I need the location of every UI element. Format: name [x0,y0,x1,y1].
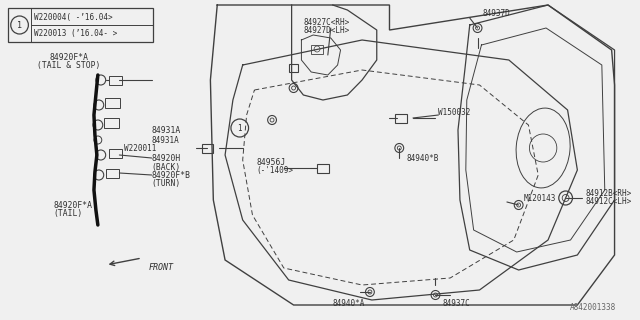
Text: 84912B<RH>: 84912B<RH> [585,188,632,197]
Text: W150032: W150032 [438,108,471,116]
Text: (BACK): (BACK) [152,163,181,172]
Text: 84920H: 84920H [152,154,181,163]
Bar [109,76,122,84]
Bar [289,64,298,72]
Bar [105,98,120,108]
Text: 84940*A: 84940*A [333,299,365,308]
Text: 1: 1 [17,20,22,29]
Text: 84920F*B: 84920F*B [152,171,191,180]
Bar [317,164,329,172]
Text: FRONT: FRONT [148,263,173,273]
Text: (TAIL & STOP): (TAIL & STOP) [37,60,100,69]
Text: 84931A: 84931A [152,135,179,145]
Bar [104,118,120,128]
Text: (TAIL): (TAIL) [54,209,83,218]
Bar [311,45,323,54]
Text: (-'1409>: (-'1409> [257,165,293,174]
Bar [8,8,153,42]
Text: W220011: W220011 [124,143,157,153]
Bar [109,148,122,157]
Text: 84920F*A: 84920F*A [54,201,93,210]
Text: 84927D<LH>: 84927D<LH> [303,26,349,35]
Text: 84912C<LH>: 84912C<LH> [585,196,632,205]
Text: 84927C<RH>: 84927C<RH> [303,18,349,27]
Text: W220004( -’16.04>: W220004( -’16.04> [35,12,113,21]
Text: 1: 1 [237,124,242,132]
Text: 84931A: 84931A [152,125,181,134]
Text: 84956J: 84956J [257,157,285,166]
Text: M120143: M120143 [524,194,556,203]
Bar [106,169,120,178]
Text: 84940*B: 84940*B [406,154,438,163]
Text: 84920F*A: 84920F*A [49,52,88,61]
Bar [202,143,213,153]
Text: W220013 (’16.04- >: W220013 (’16.04- > [35,28,118,37]
Text: A842001338: A842001338 [570,303,616,312]
Text: 84937D: 84937D [483,9,510,18]
Text: 84937C: 84937C [442,299,470,308]
Text: (TURN): (TURN) [152,179,181,188]
Bar [396,114,407,123]
